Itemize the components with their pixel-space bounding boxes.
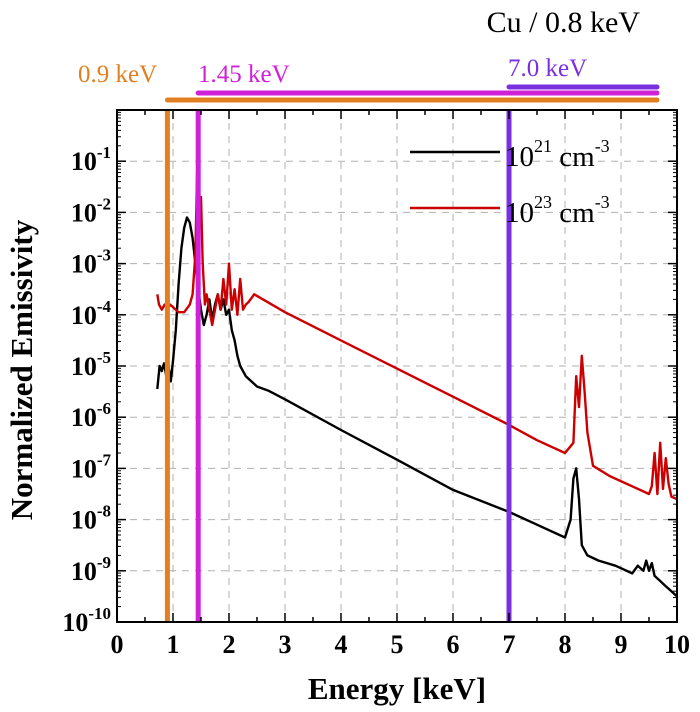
legend-label: 1021 cm-3 [505, 136, 610, 173]
y-tick-label: 10-8 [71, 502, 111, 535]
energy-line-label: 0.9 keV [78, 61, 157, 88]
series-line [156, 170, 678, 501]
y-tick-label: 10-7 [71, 450, 112, 483]
y-tick-label: 10-1 [71, 143, 111, 176]
x-tick-label: 5 [391, 630, 404, 659]
chart-title: Cu / 0.8 keV [487, 6, 641, 39]
energy-line-label: 7.0 keV [508, 55, 587, 82]
series-layer [156, 170, 678, 598]
y-tick-label: 10-2 [71, 194, 111, 227]
x-tick-label: 3 [279, 630, 292, 659]
x-tick-label: 8 [559, 630, 572, 659]
x-tick-labels: 0 1 2 3 4 5 6 7 8 9 10 [111, 630, 691, 659]
x-tick-label: 1 [167, 630, 180, 659]
legend-label: 1023 cm-3 [505, 192, 610, 229]
x-tick-label: 10 [664, 630, 690, 659]
series-line [156, 216, 678, 598]
y-tick-label: 10-4 [71, 297, 112, 330]
y-tick-label: 10-3 [71, 246, 111, 279]
y-tick-label: 10-5 [71, 348, 111, 381]
y-tick-label: 10-10 [62, 604, 111, 637]
y-tick-label: 10-6 [71, 399, 111, 432]
x-tick-label: 6 [447, 630, 460, 659]
energy-range-bars [164, 84, 660, 103]
x-tick-label: 4 [335, 630, 348, 659]
x-tick-label: 0 [111, 630, 124, 659]
x-tick-label: 9 [615, 630, 628, 659]
axis-ticks [116, 109, 678, 623]
energy-line-labels: 0.9 keV 1.45 keV 7.0 keV [78, 55, 587, 88]
x-tick-label: 2 [223, 630, 236, 659]
y-tick-labels: 10-1 10-2 10-3 10-4 10-5 10-6 10-7 10-8 10-9 10-1… [62, 143, 111, 637]
legend: 1021 cm-3 1023 cm-3 [410, 136, 610, 229]
x-axis-title: Energy [keV] [308, 671, 486, 706]
x-tick-label: 7 [503, 630, 516, 659]
y-axis-title: Normalized Emissivity [4, 219, 39, 520]
energy-lines [164, 110, 512, 622]
y-tick-label: 10-9 [71, 553, 111, 586]
grid-lines [117, 110, 677, 622]
energy-line-label: 1.45 keV [198, 61, 290, 88]
